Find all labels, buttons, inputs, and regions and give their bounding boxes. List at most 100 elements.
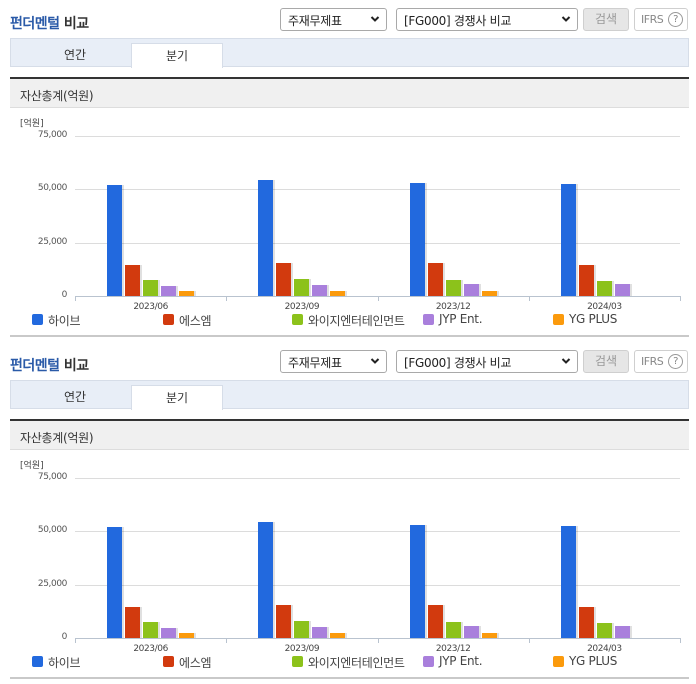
divider [10,335,689,337]
chevron-down-icon [370,16,380,22]
x-tick-mark [75,296,76,301]
x-tick-label: 2023/06 [133,302,168,312]
y-tick-label: 50,000 [37,525,67,536]
bar-2024-03-series-2[interactable] [596,623,612,638]
bar-chart: [억원] 75,000 50,000 25,000 0 2023/06 2023/09 202… [0,108,696,328]
bar-2023-09-series-1[interactable] [276,262,292,296]
bar-2024-03-series-0[interactable] [560,525,576,638]
panel-title: 펀더멘털 비교 [10,355,89,375]
search-button[interactable]: 검색 [583,8,629,31]
x-tick-label: 2023/06 [133,644,168,654]
x-tick-mark [226,638,228,643]
statement-type-select[interactable]: 주재무제표 [280,8,387,31]
ifrs-help-button[interactable]: IFRS ? [634,8,688,31]
question-circle-icon: ? [668,354,683,369]
gridline [75,136,680,137]
legend-swatch-icon [292,656,303,667]
tab-quarterly[interactable]: 분기 [131,43,223,68]
tab-annual[interactable]: 연간 [63,390,87,404]
bar-2023-12-series-3[interactable] [463,625,479,638]
x-tick-mark [377,296,379,301]
bar-2023-06-series-3[interactable] [161,285,176,296]
bar-2023-06-series-0[interactable] [107,184,122,296]
bar-2023-09-series-1[interactable] [276,604,292,638]
bar-2023-12-series-4[interactable] [481,291,497,296]
legend-label: 와이지엔터테인먼트 [308,656,405,670]
search-button[interactable]: 검색 [583,350,629,373]
bar-2023-09-series-0[interactable] [258,180,274,296]
statement-type-value: 주재무제표 [288,356,342,370]
legend-label: 하이브 [48,656,81,670]
y-axis-unit: [억원] [20,119,44,129]
bar-2024-03-series-0[interactable] [560,183,576,296]
title-highlight: 펀더멘털 [10,16,60,32]
bar-2023-09-series-3[interactable] [312,626,328,638]
legend-label: YG PLUS [569,654,618,668]
bar-2023-09-series-3[interactable] [312,284,328,296]
legend-label: JYP Ent. [439,312,483,326]
title-rest: 비교 [59,358,89,374]
period-tabs: 연간 분기 [10,38,689,68]
bar-2023-06-series-2[interactable] [143,622,158,638]
gridline [75,478,680,479]
bar-2024-03-series-1[interactable] [578,607,594,638]
legend-swatch-icon [423,314,434,325]
bar-2023-06-series-1[interactable] [125,607,140,638]
y-tick-label: 25,000 [37,578,67,589]
compare-group-select[interactable]: [FG000] 경쟁사 비교 [396,8,578,31]
x-tick-mark [680,638,681,643]
ifrs-label: IFRS [641,13,664,26]
bar-2023-06-series-2[interactable] [143,280,158,296]
legend-swatch-icon [163,656,174,667]
section-title: 자산총계(억원) [10,77,689,108]
x-tick-label: 2023/12 [435,644,471,654]
bar-2023-09-series-2[interactable] [294,620,310,638]
compare-group-value: [FG000] 경쟁사 비교 [404,356,512,370]
bar-2024-03-series-2[interactable] [596,281,612,296]
ifrs-help-button[interactable]: IFRS ? [634,350,688,373]
tab-annual[interactable]: 연간 [63,48,87,62]
bar-2023-09-series-0[interactable] [258,522,274,638]
bar-2023-12-series-4[interactable] [481,633,497,638]
x-tick-label: 2023/12 [435,302,471,312]
statement-type-select[interactable]: 주재무제표 [280,350,387,373]
bar-2023-06-series-3[interactable] [161,627,176,638]
fundamental-compare-panel-1: 펀더멘털 비교 주재무제표 [FG000] 경쟁사 비교 검색 IFRS ? 연… [0,8,696,337]
bar-2023-12-series-1[interactable] [427,604,443,638]
bar-2023-06-series-4[interactable] [179,291,194,296]
bar-2023-06-series-4[interactable] [179,633,194,638]
y-tick-label: 0 [61,290,68,300]
x-tick-label: 2024/03 [587,302,622,312]
bar-2023-12-series-1[interactable] [427,262,443,296]
x-tick-label: 2024/03 [587,644,622,654]
x-tick-mark [528,638,530,643]
legend-label: JYP Ent. [439,654,483,668]
chevron-down-icon [561,358,571,364]
bar-2023-06-series-0[interactable] [107,526,122,638]
legend-swatch-icon [163,314,174,325]
legend-swatch-icon [553,314,564,325]
bar-2023-09-series-2[interactable] [294,278,310,296]
compare-group-select[interactable]: [FG000] 경쟁사 비교 [396,350,578,373]
bar-2023-12-series-3[interactable] [463,283,479,296]
bar-2024-03-series-1[interactable] [578,265,594,296]
legend-swatch-icon [423,656,434,667]
bar-2024-03-series-3[interactable] [614,625,630,638]
bar-2024-03-series-3[interactable] [614,283,630,296]
bar-2023-06-series-1[interactable] [125,265,140,296]
bar-2023-12-series-2[interactable] [445,622,461,638]
bar-2023-09-series-4[interactable] [330,633,346,638]
bar-2023-12-series-2[interactable] [445,280,461,296]
gridline [75,584,680,586]
bar-2023-12-series-0[interactable] [409,182,425,296]
legend-swatch-icon [32,656,43,667]
bar-2023-12-series-0[interactable] [409,524,425,638]
ifrs-label: IFRS [641,355,664,368]
legend-label: 에스엠 [179,656,212,670]
title-rest: 비교 [59,16,89,32]
y-axis-unit: [억원] [20,461,44,471]
legend-swatch-icon [292,314,303,325]
tab-quarterly[interactable]: 분기 [131,385,223,410]
gridline [75,189,680,191]
bar-2023-09-series-4[interactable] [330,291,346,296]
